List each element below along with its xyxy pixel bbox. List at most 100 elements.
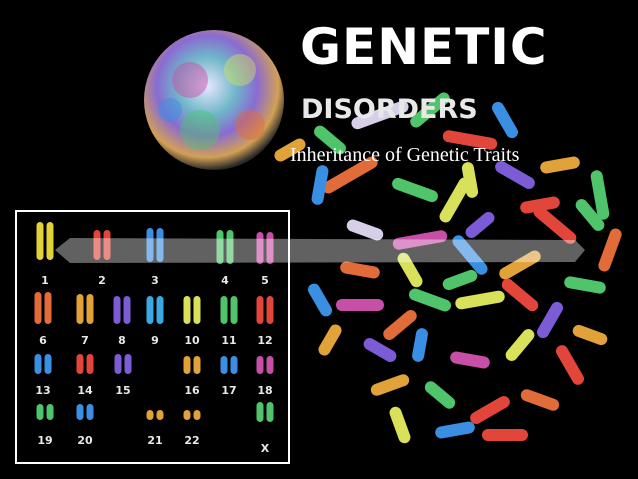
chromosome-mark (435, 421, 475, 439)
cell-nucleus-icon (144, 30, 284, 170)
chromosome-mark (410, 92, 450, 128)
chromosome-label: 20 (77, 434, 93, 447)
karyotype-chromosome (103, 230, 111, 260)
chromosome-mark (450, 351, 490, 369)
chromosome-mark (392, 230, 448, 250)
karyotype-chromosome (146, 228, 154, 262)
karyotype-chromosome (220, 356, 228, 374)
karyotype-chromosome (114, 354, 122, 374)
karyotype-chromosome (124, 354, 132, 374)
chromosome-mark (495, 161, 535, 189)
chromosome-mark (520, 389, 560, 411)
chromosome-mark (556, 345, 584, 385)
karyotype-chromosome (156, 296, 164, 324)
chromosome-mark (314, 125, 346, 155)
chromosome-mark (492, 101, 518, 139)
karyotype-chromosome (86, 404, 94, 420)
chromosome-mark (311, 165, 329, 205)
karyotype-chromosome (76, 404, 84, 420)
chromosome-mark (564, 276, 606, 294)
chromosome-mark (482, 429, 528, 441)
chromosome-mark (572, 324, 608, 346)
chromosome-mark (540, 156, 580, 174)
chromosome-mark (351, 100, 409, 130)
karyotype-panel: 1 2 3 4 5 6 7 8 9 10 11 12 13 14 15 16 17 18 19 20 21 22 X (15, 210, 290, 464)
chromosome-label: 18 (257, 384, 272, 397)
karyotype-chromosome (193, 410, 201, 420)
chromosome-mark (442, 269, 478, 291)
chromosome-label: 4 (221, 274, 229, 287)
chromosome-label: 22 (184, 434, 199, 447)
karyotype-chromosome (193, 356, 201, 374)
chromosome-mark (452, 235, 488, 275)
karyotype-chromosome (256, 296, 264, 324)
chromosome-mark (392, 177, 438, 203)
karyotype-chromosome (266, 402, 274, 422)
karyotype-chromosome (230, 296, 238, 324)
karyotype-chromosome (256, 402, 264, 422)
chromosome-mark (308, 283, 332, 317)
karyotype-chromosome (230, 356, 238, 374)
chromosome-mark (424, 381, 456, 409)
chromosome-mark (322, 156, 378, 194)
chromosome-label: 17 (221, 384, 236, 397)
karyotype-chromosome (34, 354, 42, 374)
chromosome-mark (318, 324, 342, 356)
chromosome-mark (274, 138, 306, 162)
karyotype-chromosome (44, 292, 52, 324)
chromosome-mark (598, 228, 622, 272)
karyotype-chromosome (183, 296, 191, 324)
title-line-2: DISORDERS (301, 94, 478, 125)
chromosome-label: 7 (81, 334, 89, 347)
karyotype-chromosome (156, 228, 164, 262)
chromosome-label: 5 (261, 274, 269, 287)
chromosome-mark (383, 310, 417, 340)
chromosome-label: 2 (98, 274, 106, 287)
chromosome-label: 3 (151, 274, 159, 287)
chromosome-mark (397, 252, 423, 288)
karyotype-chromosome (36, 222, 44, 260)
karyotype-chromosome (86, 294, 94, 324)
karyotype-chromosome (183, 356, 191, 374)
chromosome-label: 8 (118, 334, 126, 347)
chromosome-mark (370, 374, 410, 396)
karyotype-chromosome (183, 410, 191, 420)
chromosome-mark (442, 130, 498, 150)
chromosome-mark (505, 329, 535, 361)
karyotype-chromosome (46, 404, 54, 420)
chromosome-mark (336, 299, 384, 311)
chromosome-label: 6 (39, 334, 47, 347)
karyotype-chromosome (146, 296, 154, 324)
chromosome-mark (501, 278, 539, 312)
chromosome-mark (408, 288, 452, 312)
chromosome-label: 21 (147, 434, 162, 447)
karyotype-chromosome (76, 294, 84, 324)
chromosome-label: 10 (184, 334, 200, 347)
karyotype-chromosome (256, 232, 264, 264)
chromosome-mark (439, 177, 471, 223)
chromosome-label: 13 (35, 384, 50, 397)
karyotype-chromosome (93, 230, 101, 260)
chromosome-label: X (261, 442, 270, 455)
karyotype-chromosome (123, 296, 131, 324)
karyotype-chromosome (36, 404, 44, 420)
chromosome-mark (412, 328, 428, 362)
chromosome-mark (520, 196, 560, 214)
chromosome-mark (590, 170, 610, 220)
karyotype-chromosome (86, 354, 94, 374)
chromosome-cluster (274, 92, 622, 444)
chromosome-mark (470, 396, 510, 424)
karyotype-chromosome (193, 296, 201, 324)
subtitle: Inheritance of Genetic Traits (290, 144, 520, 166)
karyotype-chromosome (266, 356, 274, 374)
chromosome-label: 14 (77, 384, 93, 397)
karyotype-chromosome (226, 230, 234, 264)
chromosome-mark (533, 206, 577, 244)
chromosome-label: 1 (41, 274, 49, 287)
karyotype-chromosome (156, 410, 164, 420)
chromosome-label: 9 (151, 334, 159, 347)
chromosome-label: 11 (221, 334, 236, 347)
chromosome-label: 12 (257, 334, 272, 347)
